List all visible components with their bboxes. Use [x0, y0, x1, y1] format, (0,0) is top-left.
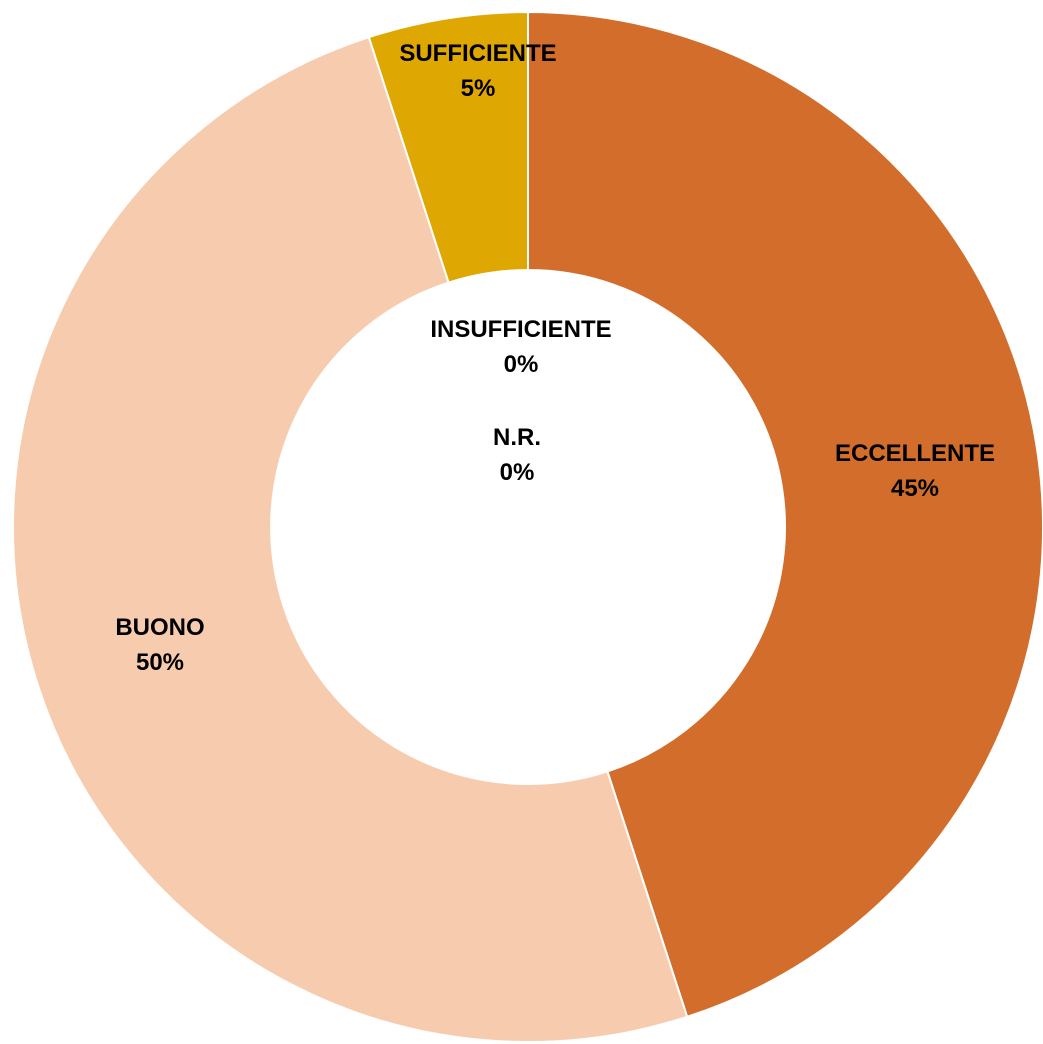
slice-label-buono: BUONO	[115, 614, 204, 641]
slice-label-insufficiente: INSUFFICIENTE	[430, 316, 611, 343]
slice-label-sufficiente: SUFFICIENTE	[399, 40, 556, 67]
slice-value-sufficiente: 5%	[461, 75, 496, 102]
labels-group: ECCELLENTE 45% BUONO 50% SUFFICIENTE 5% …	[115, 40, 995, 676]
slice-value-insufficiente: 0%	[504, 351, 539, 378]
slice-value-buono: 50%	[136, 649, 184, 676]
slices-group	[13, 10, 1043, 1042]
slice-sufficiente	[367, 10, 529, 284]
slice-label-eccellente: ECCELLENTE	[835, 440, 995, 467]
slice-label-nr: N.R.	[493, 424, 541, 451]
slice-value-nr: 0%	[500, 459, 535, 486]
slice-value-eccellente: 45%	[891, 475, 939, 502]
slice-eccellente	[527, 10, 1043, 1019]
slice-buono	[13, 37, 687, 1042]
